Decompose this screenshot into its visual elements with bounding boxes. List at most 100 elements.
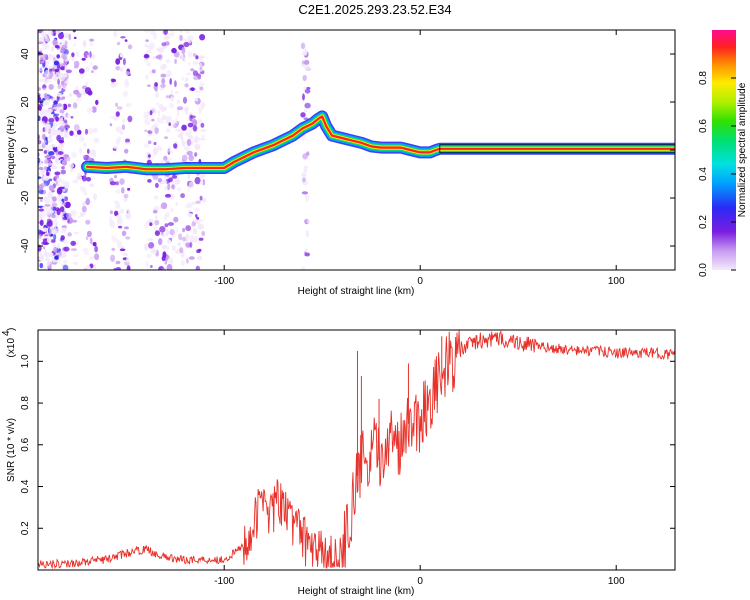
spectrogram-noise-blob — [146, 84, 151, 87]
spectrogram-noise-blob — [70, 167, 73, 172]
spectrogram-noise-blob — [45, 160, 52, 164]
colorbar-ticks: 0.0 0.2 0.4 0.6 0.8 — [698, 71, 736, 277]
spectrogram-noise-blob — [164, 136, 168, 140]
x-tick-label: -100 — [214, 576, 234, 587]
spectrogram-noise-blob — [160, 73, 167, 78]
spectrogram-noise-blob — [185, 233, 189, 241]
spectrogram-noise-blob — [121, 187, 125, 194]
spectrogram-noise-blob — [44, 155, 51, 159]
y-tick-label: 0.6 — [20, 437, 31, 451]
spectrogram-noise-blob — [48, 118, 55, 123]
spectrogram-noise-blob — [145, 261, 149, 268]
snr-series — [38, 330, 675, 570]
spectrogram-noise-blob — [174, 91, 179, 94]
spectrogram-noise-blob — [124, 71, 131, 76]
spectrogram-noise-blob — [51, 46, 55, 52]
spectrogram-noise-blob — [150, 264, 153, 269]
spectrogram-noise-blob — [81, 201, 87, 207]
spectrogram-noise-blob — [51, 214, 56, 219]
spectrogram-noise-blob — [194, 152, 198, 157]
spectrogram-noise-blob — [56, 95, 60, 102]
snr-scale-close: ) — [6, 328, 17, 331]
spectrogram-noise-blob — [78, 68, 85, 74]
spectrogram-noise-blob — [164, 259, 168, 265]
spectrogram-noise-blob — [50, 225, 57, 231]
spectrogram-noise-blob — [54, 45, 60, 49]
spectrogram-noise-blob — [169, 78, 172, 85]
spectrogram-noise-blob — [56, 54, 60, 59]
spectrogram-noise-blob — [46, 236, 52, 244]
spectrogram-noise-blob — [152, 56, 156, 60]
spectrogram-noise-blob — [123, 90, 129, 98]
spectrogram-noise-blob — [89, 51, 92, 58]
spectrogram-noise-blob — [63, 246, 70, 252]
spectrogram-noise-blob — [38, 184, 44, 190]
spectrogram-noise-blob — [144, 30, 150, 33]
spectrogram-noise-blob — [44, 81, 48, 84]
spectrogram-noise-blob — [200, 128, 207, 132]
spectrogram-noise-blob — [59, 195, 66, 198]
spectrogram-noise-blob — [174, 177, 181, 185]
spectrogram-noise-blob — [109, 216, 113, 224]
spectrogram-noise-blob — [200, 137, 206, 141]
spectrogram-noise-blob — [113, 145, 118, 149]
spectrogram-noise-blob — [65, 69, 72, 74]
spectrogram-noise-blob — [39, 66, 44, 72]
spectrogram-noise-blob — [301, 266, 306, 270]
spectrogram-noise-blob — [38, 144, 41, 149]
spectrogram-noise-blob — [192, 70, 198, 77]
spectrogram-noise-blob — [39, 94, 45, 99]
spectrogram-noise-blob — [38, 176, 42, 180]
spectrogram-noise-blob — [81, 188, 88, 193]
spectrogram-noise-blob — [86, 230, 92, 238]
spectrogram-noise-blob — [44, 139, 47, 144]
spectrogram-noise-blob — [89, 237, 93, 245]
spectrogram-noise-blob — [181, 137, 184, 144]
spectrogram-noise-blob — [117, 217, 123, 225]
colorbar-tick-label: 0.4 — [698, 167, 709, 181]
spectrogram-noise-blob — [167, 146, 172, 153]
spectrogram-noise-blob — [115, 111, 120, 117]
spectrogram-noise-blob — [145, 39, 149, 42]
spectrogram-noise-blob — [152, 153, 156, 158]
spectrogram-noise-blob — [64, 58, 71, 62]
spectrogram-noise-blob — [111, 247, 116, 251]
spectrogram-noise-blob — [200, 122, 205, 128]
spectrogram-noise-blob — [166, 69, 172, 78]
spectrogram-noise-blob — [161, 109, 165, 113]
spectrogram-noise-blob — [187, 185, 190, 193]
spectrogram-noise-blob — [149, 222, 153, 227]
spectrogram-noise-blob — [52, 147, 56, 151]
spectrogram-noise-blob — [302, 93, 305, 101]
spectrogram-noise-blob — [198, 237, 204, 241]
spectrogram-noise-blob — [163, 45, 167, 49]
colorbar-tick-label: 0.8 — [698, 71, 709, 85]
spectrogram-noise-blob — [124, 82, 130, 88]
spectrogram-noise-blob — [161, 78, 166, 85]
spectrogram-noise-blob — [164, 186, 169, 191]
spectrogram-noise-blob — [199, 175, 206, 179]
spectrogram-noise-blob — [46, 218, 52, 224]
x-tick-label: 100 — [608, 576, 625, 587]
spectrogram-noise-blob — [185, 30, 190, 35]
spectrogram-noise-blob — [115, 102, 118, 108]
spectrogram-noise-blob — [152, 209, 158, 214]
spectrogram-noise-blob — [190, 68, 195, 72]
snr-scale-base: (x10 — [6, 338, 17, 358]
spectrogram-noise-blob — [196, 249, 201, 254]
spectrogram-noise-blob — [116, 240, 122, 248]
spectrogram-noise-blob — [72, 30, 76, 33]
spectrogram-noise-blob — [44, 100, 48, 104]
spectrogram-noise-blob — [67, 103, 72, 108]
spectrogram-noise-blob — [197, 118, 202, 124]
spectrogram-noise-blob — [85, 177, 92, 182]
spectrogram-noise-blob — [154, 122, 159, 128]
spectrogram-noise-blob — [89, 149, 96, 157]
spectrogram-noise-blob — [193, 75, 199, 81]
spectrogram-noise-blob — [151, 69, 156, 74]
spectrogram-noise-blob — [198, 221, 201, 228]
spectrogram-noise-blob — [160, 83, 166, 88]
spectrogram-noise-blob — [194, 176, 201, 185]
spectrogram-noise-blob — [48, 151, 55, 156]
